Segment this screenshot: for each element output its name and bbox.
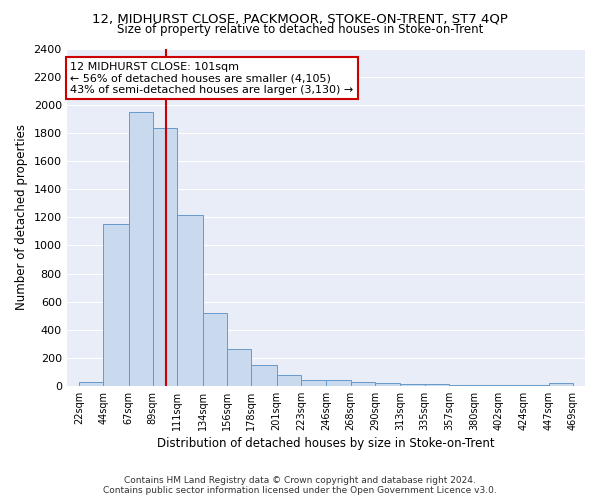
Bar — [251, 365, 277, 386]
Bar — [375, 383, 400, 386]
X-axis label: Distribution of detached houses by size in Stoke-on-Trent: Distribution of detached houses by size … — [157, 437, 494, 450]
Bar — [499, 385, 523, 386]
Bar — [449, 385, 475, 386]
Bar — [79, 382, 103, 386]
Bar — [400, 384, 425, 386]
Bar — [425, 384, 449, 386]
Bar — [351, 382, 375, 386]
Text: Size of property relative to detached houses in Stoke-on-Trent: Size of property relative to detached ho… — [117, 22, 483, 36]
Bar — [128, 112, 153, 386]
Text: 12 MIDHURST CLOSE: 101sqm
← 56% of detached houses are smaller (4,105)
43% of se: 12 MIDHURST CLOSE: 101sqm ← 56% of detac… — [70, 62, 353, 95]
Text: 12, MIDHURST CLOSE, PACKMOOR, STOKE-ON-TRENT, ST7 4QP: 12, MIDHURST CLOSE, PACKMOOR, STOKE-ON-T… — [92, 12, 508, 26]
Bar — [548, 383, 573, 386]
Bar — [203, 313, 227, 386]
Bar — [153, 128, 177, 386]
Y-axis label: Number of detached properties: Number of detached properties — [15, 124, 28, 310]
Bar — [177, 216, 203, 386]
Bar — [326, 380, 351, 386]
Bar — [301, 380, 326, 386]
Bar — [475, 385, 499, 386]
Bar — [523, 385, 548, 386]
Bar — [103, 224, 128, 386]
Text: Contains HM Land Registry data © Crown copyright and database right 2024.
Contai: Contains HM Land Registry data © Crown c… — [103, 476, 497, 495]
Bar — [227, 348, 251, 386]
Bar — [277, 374, 301, 386]
